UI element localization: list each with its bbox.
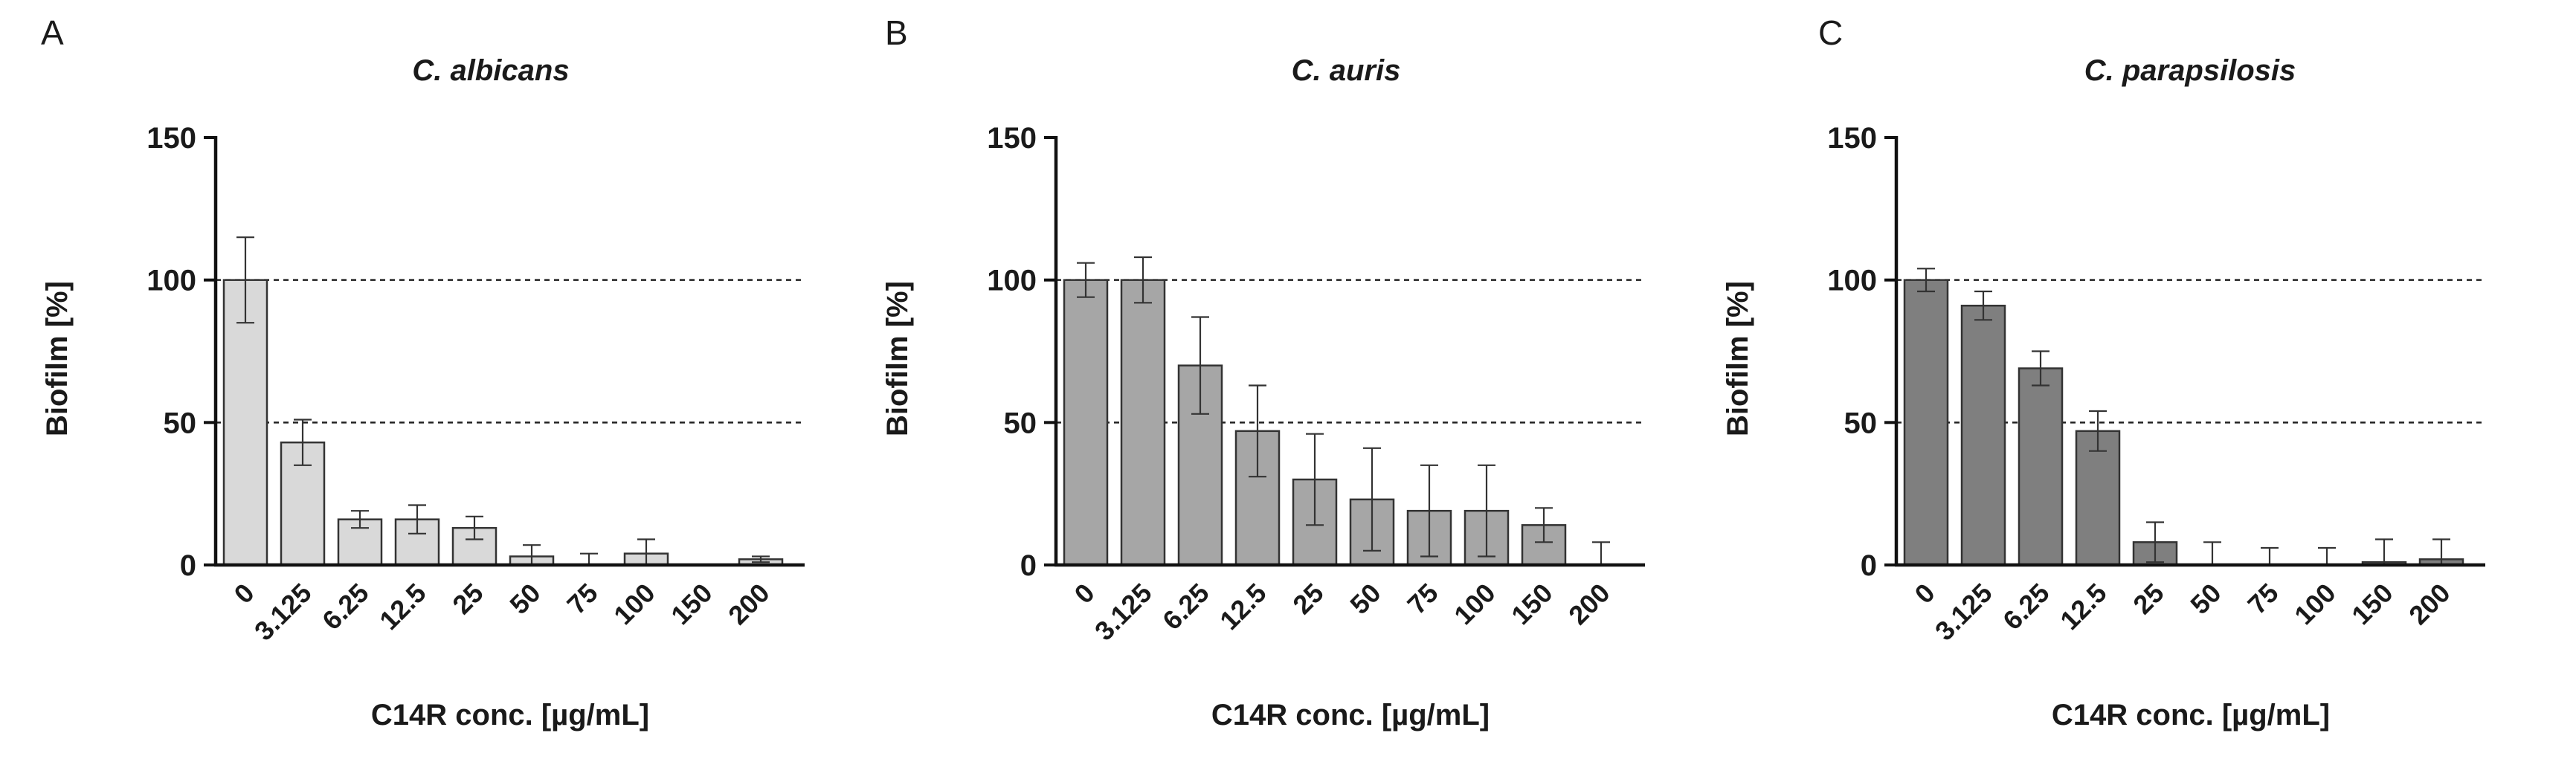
x-tick-label: 3.125 bbox=[1089, 578, 1158, 647]
x-tick-label: 12.5 bbox=[1214, 578, 1272, 636]
panel-letter: B bbox=[885, 13, 908, 52]
chart-title: C. parapsilosis bbox=[2084, 54, 2296, 87]
x-axis-label: C14R conc. [µg/mL] bbox=[2052, 699, 2330, 731]
x-tick-label: 75 bbox=[561, 578, 603, 620]
x-tick-label: 200 bbox=[722, 578, 775, 630]
x-tick-label: 200 bbox=[1562, 578, 1615, 630]
y-tick-label: 0 bbox=[180, 549, 196, 582]
y-tick-label: 150 bbox=[146, 122, 196, 155]
y-tick-label: 150 bbox=[987, 122, 1037, 155]
bar bbox=[1903, 279, 1949, 566]
bar bbox=[222, 279, 268, 566]
x-tick-label: 6.25 bbox=[1156, 578, 1215, 636]
x-tick-label: 75 bbox=[2241, 578, 2284, 620]
x-tick-label: 150 bbox=[665, 578, 718, 630]
chart-title: C. albicans bbox=[412, 54, 569, 87]
y-tick-label: 50 bbox=[164, 407, 197, 439]
x-tick-label: 75 bbox=[1401, 578, 1443, 620]
x-tick-label: 0 bbox=[228, 578, 260, 610]
chart-title: C. auris bbox=[1292, 54, 1401, 87]
x-axis-label: C14R conc. [µg/mL] bbox=[371, 699, 649, 731]
y-tick-label: 50 bbox=[1004, 407, 1037, 439]
x-axis-label: C14R conc. [µg/mL] bbox=[1211, 699, 1490, 731]
x-tick-label: 50 bbox=[503, 578, 546, 620]
y-tick-label: 100 bbox=[1827, 265, 1877, 297]
y-tick-label: 100 bbox=[987, 265, 1037, 297]
y-axis-label: Biofilm [%] bbox=[1722, 281, 1754, 436]
x-tick-label: 0 bbox=[1909, 578, 1941, 610]
panel-letter: C bbox=[1818, 13, 1843, 52]
y-tick-label: 100 bbox=[146, 265, 196, 297]
x-tick-label: 100 bbox=[1448, 578, 1501, 630]
x-tick-label: 12.5 bbox=[373, 578, 432, 636]
y-tick-label: 0 bbox=[1020, 549, 1037, 582]
bar bbox=[1120, 279, 1166, 566]
x-tick-label: 0 bbox=[1069, 578, 1101, 610]
bar bbox=[1063, 279, 1109, 566]
bar bbox=[1960, 304, 2006, 566]
x-tick-label: 50 bbox=[2184, 578, 2226, 620]
x-tick-label: 6.25 bbox=[316, 578, 375, 636]
y-axis-label: Biofilm [%] bbox=[41, 281, 74, 436]
x-tick-label: 50 bbox=[1344, 578, 1386, 620]
x-tick-label: 12.5 bbox=[2054, 578, 2113, 636]
x-tick-label: 150 bbox=[1505, 578, 1558, 630]
x-tick-label: 150 bbox=[2345, 578, 2398, 630]
x-tick-label: 25 bbox=[1287, 578, 1329, 620]
x-tick-label: 3.125 bbox=[248, 578, 318, 647]
x-tick-label: 100 bbox=[2288, 578, 2341, 630]
y-tick-label: 50 bbox=[1844, 407, 1878, 439]
x-tick-label: 25 bbox=[2127, 578, 2169, 620]
x-tick-label: 3.125 bbox=[1929, 578, 1998, 647]
panel-letter: A bbox=[41, 13, 64, 52]
y-tick-label: 0 bbox=[1861, 549, 1877, 582]
x-tick-label: 6.25 bbox=[1997, 578, 2055, 636]
x-tick-label: 200 bbox=[2403, 578, 2456, 630]
x-tick-label: 25 bbox=[446, 578, 489, 620]
y-axis-label: Biofilm [%] bbox=[881, 281, 914, 436]
bar bbox=[2018, 367, 2064, 566]
x-tick-label: 100 bbox=[608, 578, 660, 630]
y-tick-label: 150 bbox=[1827, 122, 1877, 155]
